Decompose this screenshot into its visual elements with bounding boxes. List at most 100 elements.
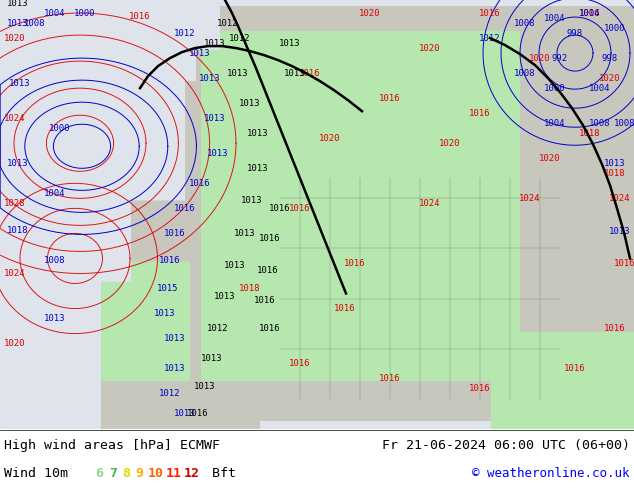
Text: 1000: 1000	[604, 24, 626, 32]
Text: 1016: 1016	[254, 296, 276, 305]
Text: 1000: 1000	[49, 123, 71, 133]
Text: 11: 11	[166, 467, 182, 480]
Text: 1013: 1013	[174, 409, 196, 418]
Text: 1013: 1013	[164, 334, 186, 343]
Text: 1028: 1028	[4, 199, 26, 208]
Text: 1016: 1016	[479, 8, 501, 18]
Text: 9: 9	[135, 467, 143, 480]
Text: 1024: 1024	[419, 199, 441, 208]
Text: 1013: 1013	[224, 261, 246, 270]
Text: Fr 21-06-2024 06:00 UTC (06+00): Fr 21-06-2024 06:00 UTC (06+00)	[382, 440, 630, 452]
Text: 1016: 1016	[579, 8, 601, 18]
Text: 1020: 1020	[4, 34, 26, 43]
Text: 1016: 1016	[187, 409, 209, 418]
Text: 1008: 1008	[514, 19, 536, 27]
Text: 1004: 1004	[544, 14, 566, 23]
Text: 1000: 1000	[544, 84, 566, 93]
Text: 1016: 1016	[469, 109, 491, 118]
Text: 12: 12	[184, 467, 200, 480]
Text: 1015: 1015	[157, 284, 179, 293]
Text: 1013: 1013	[204, 39, 226, 48]
Text: 1016: 1016	[164, 229, 186, 238]
Text: 1016: 1016	[289, 359, 311, 368]
Text: 1016: 1016	[564, 364, 586, 373]
Text: 1012: 1012	[159, 389, 181, 398]
Text: 1013: 1013	[604, 159, 626, 168]
Text: 1004: 1004	[589, 84, 611, 93]
Text: 1004: 1004	[579, 8, 601, 18]
Text: 1008: 1008	[24, 19, 46, 27]
Text: 1013: 1013	[201, 354, 223, 363]
Text: 1008: 1008	[589, 119, 611, 128]
Text: Wind 10m: Wind 10m	[4, 467, 68, 480]
Text: 1016: 1016	[129, 12, 151, 21]
Text: 1013: 1013	[609, 227, 631, 236]
Text: 1016: 1016	[259, 234, 281, 243]
Text: 1000: 1000	[74, 8, 96, 18]
Text: 1016: 1016	[299, 69, 321, 77]
Text: 1013: 1013	[194, 382, 216, 391]
Text: 1020: 1020	[439, 139, 461, 148]
Text: 7: 7	[109, 467, 117, 480]
Text: 1016: 1016	[469, 384, 491, 393]
Text: 998: 998	[602, 53, 618, 63]
Text: 1016: 1016	[334, 304, 356, 313]
Text: 1013: 1013	[279, 39, 301, 48]
Text: 10: 10	[148, 467, 164, 480]
Text: 1013: 1013	[239, 98, 261, 108]
Text: 1012: 1012	[207, 324, 229, 333]
Text: High wind areas [hPa] ECMWF: High wind areas [hPa] ECMWF	[4, 440, 220, 452]
Text: 1012: 1012	[174, 28, 196, 38]
Text: 1016: 1016	[159, 256, 181, 265]
Text: 1020: 1020	[540, 154, 560, 163]
Text: 1012: 1012	[217, 19, 239, 27]
Text: Bft: Bft	[204, 467, 236, 480]
Text: 1020: 1020	[4, 339, 26, 348]
Text: 1018: 1018	[604, 169, 626, 178]
Text: 1016: 1016	[614, 259, 634, 268]
Text: 1004: 1004	[44, 189, 66, 198]
Text: 1012: 1012	[230, 34, 251, 43]
Text: 1013: 1013	[190, 49, 210, 58]
Text: 1024: 1024	[609, 194, 631, 203]
Text: 1018: 1018	[579, 129, 601, 138]
Text: 1013: 1013	[204, 114, 226, 122]
Text: 1008: 1008	[614, 119, 634, 128]
Text: 1013: 1013	[44, 314, 66, 323]
Text: 1004: 1004	[544, 119, 566, 128]
Text: 1024: 1024	[519, 194, 541, 203]
Text: 1024: 1024	[4, 114, 26, 122]
Text: 1016: 1016	[379, 94, 401, 103]
Text: 1008: 1008	[514, 69, 536, 77]
Text: 1018: 1018	[239, 284, 261, 293]
Text: 998: 998	[567, 28, 583, 38]
Text: 1024: 1024	[4, 269, 26, 278]
Text: 1013: 1013	[242, 196, 262, 205]
Text: 1016: 1016	[344, 259, 366, 268]
Text: 1016: 1016	[379, 374, 401, 383]
Text: © weatheronline.co.uk: © weatheronline.co.uk	[472, 467, 630, 480]
Text: 1013: 1013	[284, 69, 306, 77]
Text: 1016: 1016	[257, 266, 279, 275]
Text: 1016: 1016	[289, 204, 311, 213]
Text: 1013: 1013	[207, 149, 229, 158]
Text: 1020: 1020	[599, 74, 621, 83]
Text: 1004: 1004	[44, 8, 66, 18]
Text: 1016: 1016	[174, 204, 196, 213]
Text: 1013: 1013	[164, 364, 186, 373]
Text: 1016: 1016	[604, 324, 626, 333]
Text: 1012: 1012	[479, 34, 501, 43]
Text: 1013: 1013	[199, 74, 221, 83]
Text: 1013: 1013	[247, 129, 269, 138]
Text: 1020: 1020	[320, 134, 340, 143]
Text: 1016: 1016	[259, 324, 281, 333]
Text: 8: 8	[122, 467, 130, 480]
Text: 1013: 1013	[227, 69, 249, 77]
Text: 992: 992	[552, 53, 568, 63]
Text: 1013: 1013	[10, 79, 31, 88]
Text: 1013: 1013	[234, 229, 256, 238]
Text: 1020: 1020	[359, 8, 381, 18]
Text: 1013: 1013	[7, 19, 29, 27]
Text: 1013: 1013	[154, 309, 176, 318]
Text: 1020: 1020	[529, 53, 551, 63]
